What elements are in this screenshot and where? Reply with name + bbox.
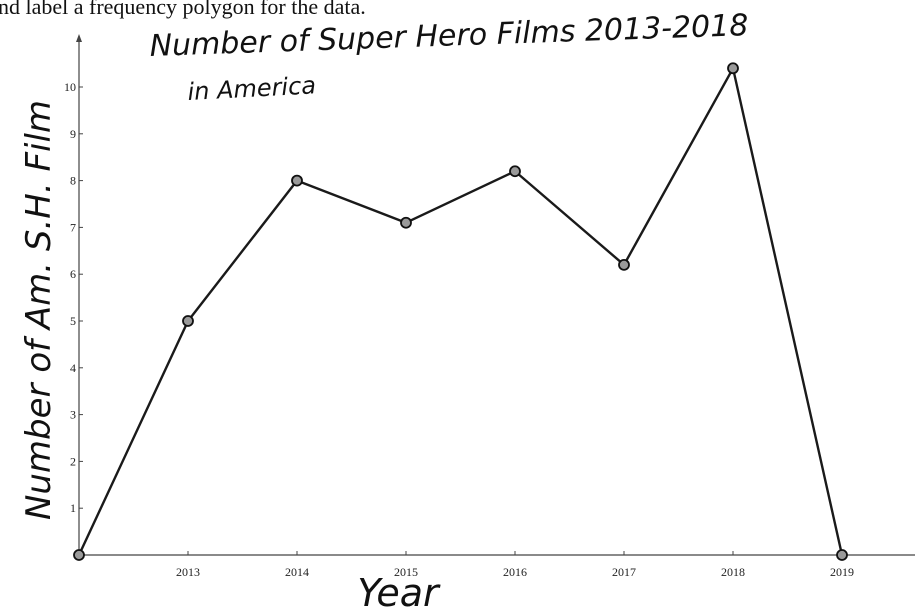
- y-tick-label: 8: [70, 174, 76, 188]
- x-tick-label: 2016: [503, 565, 527, 579]
- data-point: [618, 258, 630, 271]
- x-tick-label: 2015: [394, 565, 418, 579]
- y-tick-label: 3: [70, 408, 76, 422]
- data-point: [836, 549, 848, 561]
- data-point: [727, 62, 739, 75]
- series-line: [77, 67, 844, 556]
- data-point: [73, 549, 85, 561]
- y-tick-label: 1: [70, 501, 76, 515]
- y-tick-label: 2: [70, 454, 76, 468]
- x-tick-label: 2013: [176, 565, 200, 579]
- x-axis-label: Year: [357, 571, 441, 614]
- x-tick-label: 2019: [830, 565, 854, 579]
- y-tick-label: 9: [70, 127, 76, 141]
- x-tick-label: 2014: [285, 565, 309, 579]
- y-tick-label: 6: [70, 267, 76, 281]
- data-point: [509, 165, 521, 178]
- x-ticks: 2013 2014 2015 2016 2017 2018 2019: [176, 551, 854, 579]
- y-axis-arrow: [76, 34, 82, 42]
- data-point: [400, 216, 412, 229]
- y-axis-label: Number of Am. S.H. Film: [19, 100, 59, 520]
- y-tick-label: 4: [70, 361, 76, 375]
- data-point: [182, 315, 194, 327]
- chart-subtitle: in America: [187, 71, 317, 106]
- series-layer: [73, 62, 848, 561]
- data-point: [291, 174, 303, 187]
- y-tick-label: 7: [70, 220, 76, 234]
- y-tick-label: 5: [70, 314, 76, 328]
- y-ticks: 1 2 3 4 5 6 7 8 9 10: [64, 80, 83, 515]
- prompt-text: nd label a frequency polygon for the dat…: [0, 0, 366, 19]
- x-tick-label: 2018: [721, 565, 745, 579]
- y-tick-label: 10: [64, 80, 76, 94]
- x-tick-label: 2017: [612, 565, 636, 579]
